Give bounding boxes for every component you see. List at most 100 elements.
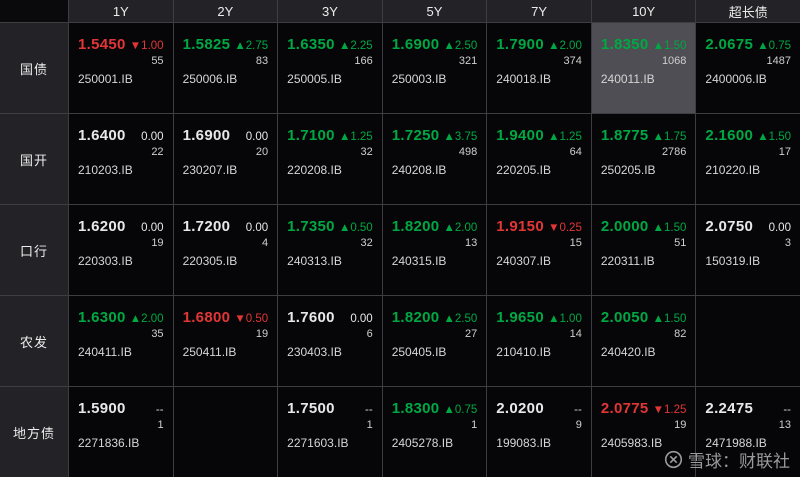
yield-value: 1.7200: [182, 218, 231, 235]
change-value: ▲2.00: [443, 222, 478, 234]
empty-cell: [173, 387, 278, 477]
quote-top-line: 1.8350 ▲1.50: [601, 36, 687, 53]
yield-value: 2.0000: [600, 218, 649, 235]
bond-code: 240315.IB: [391, 254, 447, 268]
volume-count: 1: [471, 419, 478, 431]
quote-cell[interactable]: 2.0200 -- 9 199083.IB: [487, 387, 591, 477]
change-value: --: [783, 404, 791, 416]
quote-top-line: 1.5450 ▼1.00: [78, 36, 164, 53]
quote-top-line: 1.6350 ▲2.25: [287, 36, 373, 53]
volume-count: 64: [569, 146, 582, 158]
volume-count: 166: [354, 55, 373, 67]
quote-cell[interactable]: 2.1600 ▲1.50 17 210220.IB: [696, 114, 800, 204]
yield-value: 2.1600: [705, 127, 754, 144]
quote-top-line: 2.2475 --: [705, 400, 791, 417]
quote-cell[interactable]: 2.0675 ▲0.75 1487 2400006.IB: [696, 23, 800, 113]
change-value: ▲3.75: [443, 131, 478, 143]
quote-cell[interactable]: 1.7250 ▲3.75 498 240208.IB: [382, 114, 487, 204]
quote-cell[interactable]: 1.7500 -- 1 2271603.IB: [278, 387, 382, 477]
quote-cell[interactable]: 1.5900 -- 1 2271836.IB: [69, 387, 173, 477]
quote-top-line: 1.6900 0.00: [183, 127, 269, 144]
quote-top-line: 2.0750 0.00: [705, 218, 791, 235]
quote-cell[interactable]: 2.2475 -- 13 2471988.IB: [696, 387, 800, 477]
bond-code: 250205.IB: [600, 163, 656, 177]
change-value: ▲2.50: [443, 40, 478, 52]
quote-cell[interactable]: 1.9150 ▼0.25 15 240307.IB: [487, 205, 591, 295]
change-value: ▲1.25: [338, 131, 373, 143]
quote-cell[interactable]: 2.0000 ▲1.50 51 220311.IB: [591, 205, 696, 295]
volume-count: 35: [151, 328, 164, 340]
quote-cell[interactable]: 1.8350 ▲1.50 1068 240011.IB: [591, 23, 696, 113]
quote-top-line: 2.0775 ▼1.25: [601, 400, 687, 417]
yield-value: 1.7600: [287, 309, 335, 326]
quote-cell[interactable]: 1.7200 0.00 4 220305.IB: [173, 205, 278, 295]
change-value: ▲1.50: [757, 131, 791, 143]
quote-cell[interactable]: 2.0775 ▼1.25 19 2405983.IB: [591, 387, 696, 477]
bond-code: 250006.IB: [182, 72, 238, 86]
bond-code: 220311.IB: [600, 254, 655, 268]
quote-top-line: 1.7100 ▲1.25: [287, 127, 373, 144]
volume-count: 19: [674, 419, 687, 431]
change-value: ▼1.00: [129, 40, 164, 52]
yield-value: 1.8300: [391, 400, 440, 417]
bond-code: 250003.IB: [391, 72, 447, 86]
yield-value: 1.7350: [287, 218, 335, 235]
quote-top-line: 1.8200 ▲2.00: [392, 218, 478, 235]
change-value: ▲0.75: [443, 404, 478, 416]
volume-count: 20: [255, 146, 269, 158]
quote-cell[interactable]: 1.8300 ▲0.75 1 2405278.IB: [382, 387, 487, 477]
quote-cell[interactable]: 1.9400 ▲1.25 64 220205.IB: [487, 114, 591, 204]
volume-count: 27: [465, 328, 478, 340]
quote-cell[interactable]: 1.5450 ▼1.00 55 250001.IB: [69, 23, 173, 113]
yield-value: 1.6400: [78, 127, 126, 144]
quote-top-line: 1.8200 ▲2.50: [392, 309, 478, 326]
quote-cell[interactable]: 1.8775 ▲1.75 2786 250205.IB: [591, 114, 696, 204]
quote-cell[interactable]: 1.6400 0.00 22 210203.IB: [69, 114, 173, 204]
volume-count: 498: [458, 146, 478, 158]
quote-cell[interactable]: 1.7900 ▲2.00 374 240018.IB: [487, 23, 591, 113]
column-header-6: 10Y: [591, 0, 696, 22]
yield-value: 1.7900: [496, 36, 544, 53]
bond-code: 220305.IB: [182, 254, 238, 268]
change-value: ▲2.75: [234, 40, 269, 52]
quote-cell[interactable]: 1.7600 0.00 6 230403.IB: [278, 296, 382, 386]
change-value: --: [155, 404, 164, 416]
yield-value: 1.7100: [287, 127, 335, 144]
yield-value: 1.6900: [182, 127, 231, 144]
quote-cell[interactable]: 1.6200 0.00 19 220303.IB: [69, 205, 173, 295]
yield-value: 1.6800: [182, 309, 231, 326]
volume-count: 32: [360, 237, 373, 249]
empty-cell: [696, 296, 800, 386]
change-value: ▲1.25: [548, 131, 582, 143]
quote-cell[interactable]: 2.0750 0.00 3 150319.IB: [696, 205, 800, 295]
bond-code: 210410.IB: [496, 345, 551, 359]
change-value: ▲2.25: [338, 40, 373, 52]
bond-code: 240011.IB: [600, 72, 655, 86]
quote-cell[interactable]: 1.7350 ▲0.50 32 240313.IB: [278, 205, 382, 295]
yield-value: 1.7250: [391, 127, 440, 144]
quote-cell[interactable]: 1.5825 ▲2.75 83 250006.IB: [173, 23, 278, 113]
column-header-7: 超长债: [696, 0, 800, 22]
change-value: ▼1.25: [652, 404, 687, 416]
quote-top-line: 1.7350 ▲0.50: [287, 218, 373, 235]
bond-code: 240208.IB: [391, 163, 447, 177]
bond-code: 220208.IB: [287, 163, 342, 177]
yield-value: 1.6900: [391, 36, 440, 53]
volume-count: 321: [458, 55, 478, 67]
quote-cell[interactable]: 2.0050 ▲1.50 82 240420.IB: [591, 296, 696, 386]
bond-code: 210220.IB: [705, 163, 761, 177]
quote-top-line: 2.0675 ▲0.75: [705, 36, 791, 53]
row-label-5: 地方债: [0, 387, 68, 477]
quote-cell[interactable]: 1.8200 ▲2.00 13 240315.IB: [382, 205, 487, 295]
quote-cell[interactable]: 1.7100 ▲1.25 32 220208.IB: [278, 114, 382, 204]
quote-cell[interactable]: 1.6350 ▲2.25 166 250005.IB: [278, 23, 382, 113]
change-value: ▲2.00: [548, 40, 582, 52]
quote-cell[interactable]: 1.6900 ▲2.50 321 250003.IB: [382, 23, 487, 113]
quote-cell[interactable]: 1.6900 0.00 20 230207.IB: [173, 114, 278, 204]
quote-cell[interactable]: 1.9650 ▲1.00 14 210410.IB: [487, 296, 591, 386]
quote-cell[interactable]: 1.6800 ▼0.50 19 250411.IB: [173, 296, 278, 386]
volume-count: 1068: [661, 55, 687, 67]
quote-cell[interactable]: 1.8200 ▲2.50 27 250405.IB: [382, 296, 487, 386]
quote-cell[interactable]: 1.6300 ▲2.00 35 240411.IB: [69, 296, 173, 386]
